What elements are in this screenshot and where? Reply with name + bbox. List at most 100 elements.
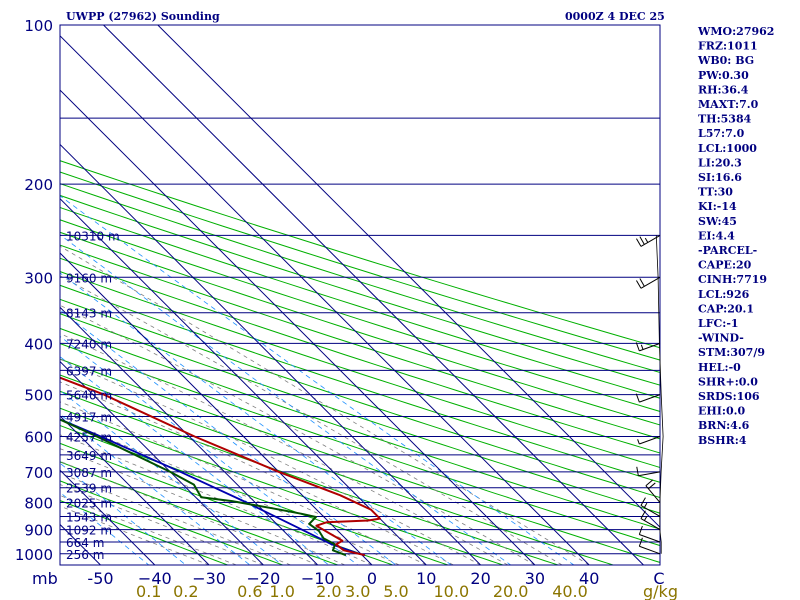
index-line: WB0: BG: [697, 54, 754, 67]
mixing-ratio-line: [60, 413, 251, 565]
mixing-ratio-tick-label: 20.0: [493, 582, 529, 600]
pressure-tick-label: 800: [24, 495, 53, 513]
pressure-tick-label: 700: [24, 464, 53, 482]
dry-adiabat: [60, 407, 504, 565]
isotherm: [60, 360, 264, 565]
temperature-tick-label: 40: [579, 569, 599, 588]
index-line: STM:307/9: [698, 346, 765, 359]
chart-title: UWPP (27962) Sounding: [66, 10, 220, 23]
moist-adiabat: [60, 333, 508, 565]
index-line: EI:4.4: [698, 229, 735, 242]
moist-adiabat: [60, 381, 454, 565]
pressure-unit-label: mb: [32, 569, 58, 588]
index-line: BRN:4.6: [698, 419, 750, 432]
parcel-trace: [60, 418, 366, 557]
wind-barb: [640, 510, 661, 531]
mixing-ratio-line: [60, 234, 511, 565]
height-labels: 10310 m 9160 m 8143 m 7240 m 6397 m 5640 m 491…: [66, 229, 120, 561]
plot-area: [60, 25, 660, 565]
mixing-ratio-line: [60, 356, 330, 565]
mixing-ratio-line: [60, 309, 397, 565]
temperature-trace: [60, 376, 381, 557]
height-label: 3087 m: [66, 466, 112, 480]
wind-barb: [645, 479, 661, 503]
index-line: EHI:0.0: [698, 405, 745, 418]
pressure-tick-label: 100: [24, 17, 53, 35]
isotherm: [103, 25, 644, 565]
height-label: 6397 m: [66, 364, 112, 378]
index-line: KI:-14: [698, 200, 737, 213]
height-label: 1543 m: [66, 510, 112, 524]
mixing-ratio-line: [60, 272, 452, 565]
dry-adiabat: [60, 160, 660, 349]
temperature-unit-label: C: [653, 569, 664, 588]
index-line: LFC:-1: [698, 317, 739, 330]
dry-adiabat: [60, 424, 449, 565]
moist-adiabat: [60, 434, 373, 565]
pressure-tick-label: 500: [24, 387, 53, 405]
index-line: CAPE:20: [698, 259, 752, 272]
isotherm: [60, 415, 210, 565]
isobars: [60, 25, 660, 565]
mixing-ratio-lines: [60, 195, 575, 565]
height-label: 4257 m: [66, 430, 112, 444]
temperature-tick-label: −10: [301, 569, 335, 588]
height-label: 4917 m: [66, 411, 112, 425]
isotherm: [60, 306, 319, 565]
dry-adiabat: [60, 284, 660, 483]
height-label: 5640 m: [66, 389, 112, 403]
dry-adiabat: [60, 500, 228, 565]
parcel-line: [60, 418, 366, 557]
index-line: SI:16.6: [698, 171, 742, 184]
index-line: PW:0.30: [698, 69, 749, 82]
index-line: RH:36.4: [698, 83, 749, 96]
mixing-ratio-line: [60, 195, 575, 565]
temperature-tick-label: 10: [416, 569, 436, 588]
pressure-tick-label: 600: [24, 428, 53, 446]
index-line: WMO:27962: [697, 25, 774, 38]
index-line: TH:5384: [698, 113, 752, 126]
temperature-tick-label: -50: [87, 569, 113, 588]
temperature-tick-label: −20: [247, 569, 281, 588]
mixing-ratio-tick-label: 0.6: [237, 582, 262, 600]
height-label: 2025 m: [66, 497, 112, 511]
dewpoint-line: [60, 418, 347, 557]
wind-barb: [638, 525, 661, 543]
temperature-tick-label: 0: [367, 569, 377, 588]
isotherm: [60, 197, 427, 565]
wind-barb: [637, 436, 661, 445]
index-line: MAXT:7.0: [698, 98, 759, 111]
index-line: LCL:1000: [698, 142, 757, 155]
dry-adiabat: [60, 257, 660, 454]
index-line: -PARCEL-: [698, 244, 757, 257]
mixing-ratio-tick-label: 0.2: [173, 582, 198, 600]
height-label: 10310 m: [66, 229, 120, 243]
mixing-ratio-line: [60, 389, 283, 565]
mixing-ratio-tick-label: 3.0: [345, 582, 370, 600]
height-label: 9160 m: [66, 271, 112, 285]
index-line: BSHR:4: [698, 434, 747, 447]
wind-profile-trace: [655, 235, 664, 554]
index-line: -WIND-: [698, 332, 744, 345]
isotherm: [60, 469, 156, 565]
pressure-tick-label: 200: [24, 176, 53, 194]
dewpoint-trace: [60, 418, 347, 557]
pressure-tick-label: 900: [24, 522, 53, 540]
wind-barb: [638, 537, 661, 555]
moist-adiabat: [60, 304, 536, 565]
height-label: 664 m: [66, 536, 104, 550]
index-line: CINH:7719: [698, 273, 767, 286]
dry-adiabat: [60, 358, 660, 563]
height-label: 7240 m: [66, 337, 112, 351]
dry-adiabat: [60, 480, 283, 565]
height-label: 3649 m: [66, 449, 112, 463]
index-line: SRDS:106: [698, 390, 760, 403]
index-line: TT:30: [698, 186, 733, 199]
moist-adiabat: [60, 484, 264, 565]
dry-adiabat: [60, 171, 660, 361]
dry-adiabat: [60, 194, 660, 386]
wind-barb: [635, 393, 661, 403]
index-line: L57:7.0: [698, 127, 745, 140]
